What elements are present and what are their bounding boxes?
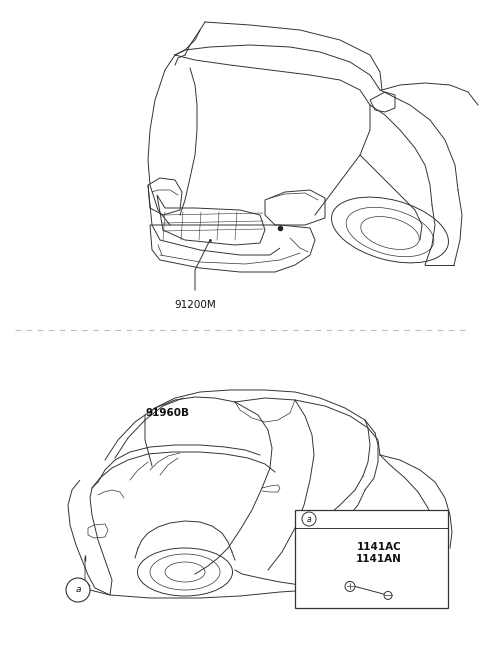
Circle shape [302,512,316,526]
Circle shape [345,581,355,592]
Circle shape [66,578,90,602]
Text: a: a [307,514,312,523]
Text: 91960B: 91960B [145,408,189,418]
Bar [295,510,448,608]
Text: 1141AC: 1141AC [357,543,402,552]
Text: a: a [75,586,81,594]
Circle shape [384,592,392,600]
Text: 1141AN: 1141AN [356,554,402,564]
Text: 91200M: 91200M [174,300,216,310]
